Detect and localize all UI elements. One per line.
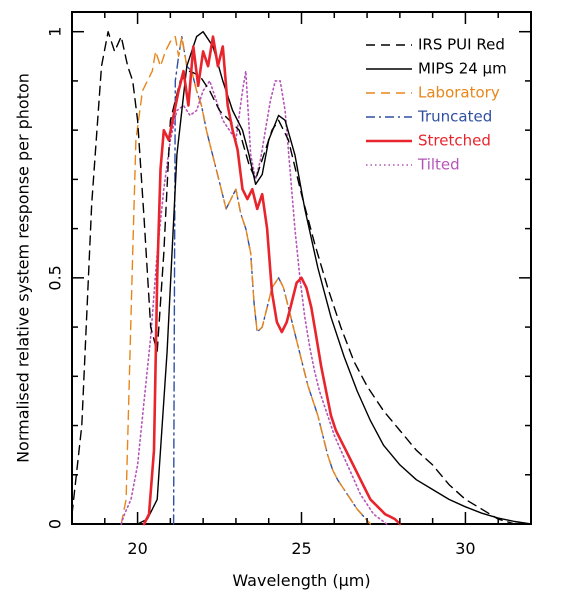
legend: IRS PUI Red MIPS 24 μm Laboratory Truncated… xyxy=(366,36,507,174)
legend-label: MIPS 24 μm xyxy=(418,60,507,78)
x-tick-label: 25 xyxy=(291,539,311,558)
legend-label: Truncated xyxy=(417,108,492,126)
x-axis-title: Wavelength (μm) xyxy=(232,571,370,590)
y-tick-label: 0.5 xyxy=(46,265,65,290)
series-line-mips-24-m xyxy=(136,31,532,525)
legend-label: Laboratory xyxy=(418,84,500,102)
series-line-tilted xyxy=(120,70,388,525)
series-line-laboratory xyxy=(120,35,372,525)
legend-label: Tilted xyxy=(417,156,460,174)
series-layer xyxy=(71,31,532,526)
legend-label: IRS PUI Red xyxy=(418,36,505,54)
y-tick-label: 0 xyxy=(46,519,65,529)
ticks-layer: 20 25 30 0 0.5 1 xyxy=(46,12,532,558)
legend-label: Stretched xyxy=(418,132,491,150)
y-tick-label: 1 xyxy=(46,27,65,37)
x-tick-label: 30 xyxy=(455,539,475,558)
series-line-irs-pui-red xyxy=(71,31,516,525)
x-tick-label: 20 xyxy=(127,539,147,558)
series-line-stretched xyxy=(142,35,402,526)
y-axis-title: Normalised relative system response per … xyxy=(14,73,33,463)
